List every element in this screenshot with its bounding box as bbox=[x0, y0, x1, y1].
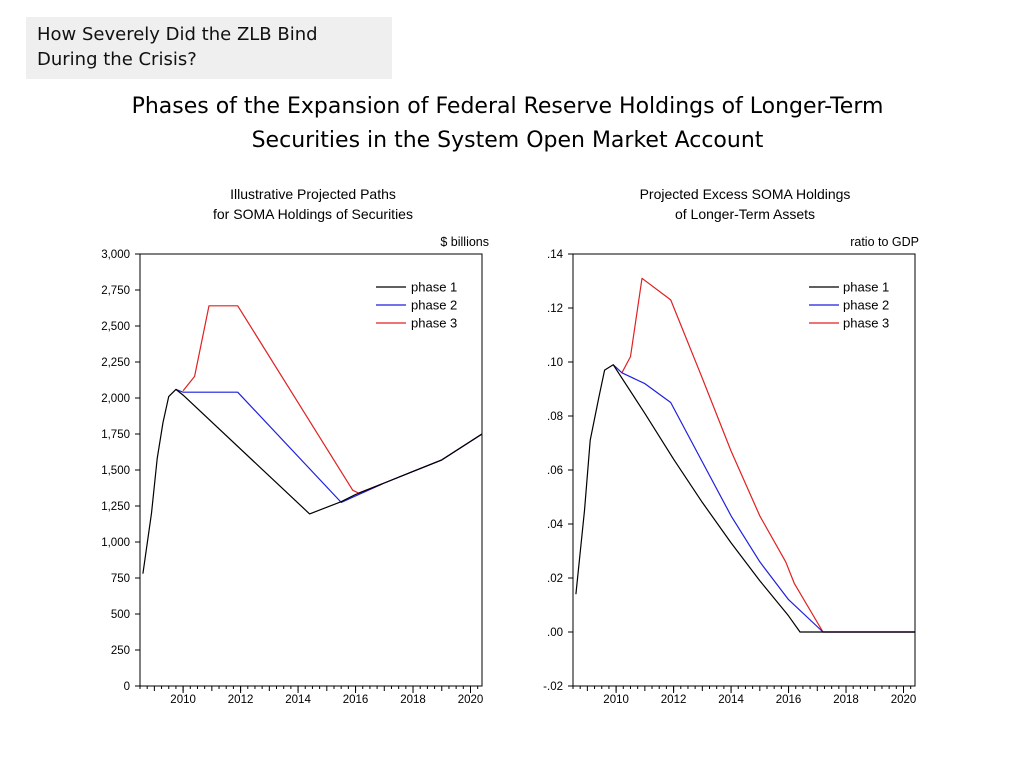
y-tick-label: 0 bbox=[124, 681, 130, 693]
y-tick-label: 2,500 bbox=[101, 321, 130, 333]
legend-label-phase-2: phase 2 bbox=[411, 298, 457, 313]
legend-label-phase-1: phase 1 bbox=[843, 280, 889, 295]
chart-2-title-line-1: Projected Excess SOMA Holdings bbox=[640, 186, 851, 202]
x-tick-label: 2014 bbox=[285, 694, 311, 706]
chart-2-unit-label: ratio to GDP bbox=[850, 235, 919, 249]
y-tick-label: 2,750 bbox=[101, 285, 130, 297]
y-tick-label: 1,000 bbox=[101, 537, 130, 549]
y-tick-label: 1,500 bbox=[101, 465, 130, 477]
series-line-phase-1 bbox=[575, 364, 915, 633]
y-tick-label: -.02 bbox=[543, 681, 563, 693]
y-tick-label: .04 bbox=[547, 519, 564, 531]
x-tick-label: 2020 bbox=[891, 694, 917, 706]
x-tick-label: 2012 bbox=[661, 694, 687, 706]
y-tick-label: .12 bbox=[547, 303, 563, 315]
y-tick-label: .10 bbox=[547, 357, 563, 369]
y-tick-label: .00 bbox=[547, 627, 563, 639]
chart-1-unit-label: $ billions bbox=[440, 235, 489, 249]
chart-2: Projected Excess SOMA Holdings of Longer-… bbox=[543, 186, 919, 706]
y-tick-label: .14 bbox=[547, 249, 564, 261]
section-header-line-2: During the Crisis? bbox=[37, 49, 197, 70]
x-tick-label: 2010 bbox=[170, 694, 196, 706]
x-tick-label: 2018 bbox=[833, 694, 859, 706]
y-tick-label: 2,000 bbox=[101, 393, 130, 405]
chart-1-title-line-1: Illustrative Projected Paths bbox=[230, 186, 396, 202]
y-tick-label: 2,250 bbox=[101, 357, 130, 369]
legend-label-phase-1: phase 1 bbox=[411, 280, 457, 295]
y-tick-label: 750 bbox=[111, 573, 130, 585]
section-header: How Severely Did the ZLB Bind During the… bbox=[26, 17, 392, 79]
y-tick-label: .08 bbox=[547, 411, 563, 423]
slide-title-line-1: Phases of the Expansion of Federal Reser… bbox=[131, 94, 884, 119]
chart-1: Illustrative Projected Paths for SOMA Hol… bbox=[101, 186, 489, 706]
x-tick-label: 2016 bbox=[776, 694, 802, 706]
legend-label-phase-3: phase 3 bbox=[843, 316, 889, 331]
y-tick-label: .02 bbox=[547, 573, 563, 585]
slide-title: Phases of the Expansion of Federal Reser… bbox=[60, 90, 955, 158]
chart-1-title-line-2: for SOMA Holdings of Securities bbox=[213, 206, 413, 222]
y-tick-label: 500 bbox=[111, 609, 130, 621]
chart-2-title-line-2: of Longer-Term Assets bbox=[675, 206, 815, 222]
legend-label-phase-2: phase 2 bbox=[843, 298, 889, 313]
slide-title-line-2: Securities in the System Open Market Acc… bbox=[251, 128, 764, 153]
y-tick-label: .06 bbox=[547, 465, 563, 477]
x-tick-label: 2016 bbox=[343, 694, 369, 706]
x-tick-label: 2018 bbox=[400, 694, 426, 706]
series-line-phase-2 bbox=[175, 388, 483, 503]
x-tick-label: 2020 bbox=[458, 694, 484, 706]
series-line-phase-2 bbox=[612, 364, 915, 633]
section-header-line-1: How Severely Did the ZLB Bind bbox=[37, 24, 318, 45]
y-tick-label: 3,000 bbox=[101, 249, 130, 261]
series-line-phase-3 bbox=[621, 277, 915, 633]
y-tick-label: 1,250 bbox=[101, 501, 130, 513]
legend-label-phase-3: phase 3 bbox=[411, 316, 457, 331]
series-line-phase-3 bbox=[182, 305, 483, 494]
series-line-phase-1 bbox=[142, 388, 483, 574]
y-tick-label: 1,750 bbox=[101, 429, 130, 441]
x-tick-label: 2012 bbox=[228, 694, 254, 706]
x-tick-label: 2010 bbox=[603, 694, 629, 706]
y-tick-label: 250 bbox=[111, 645, 130, 657]
x-tick-label: 2014 bbox=[718, 694, 744, 706]
